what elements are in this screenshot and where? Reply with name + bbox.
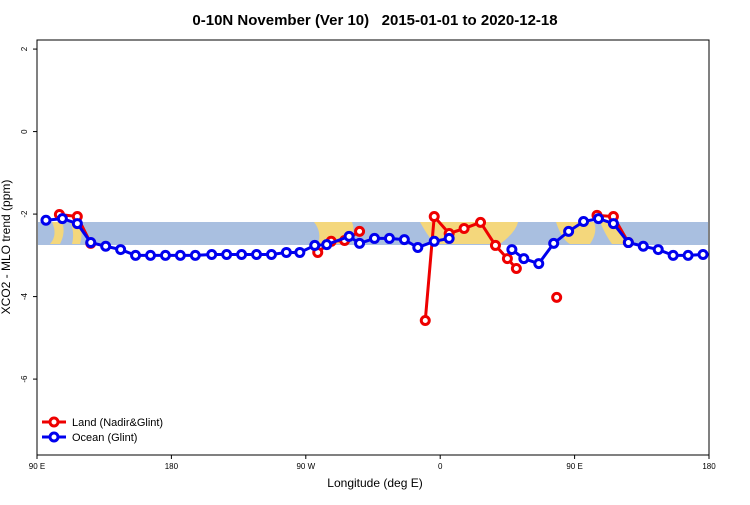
point [652, 244, 664, 256]
point [144, 249, 156, 261]
point [206, 249, 218, 261]
chart-title: 0-10N November (Ver 10) 2015-01-01 to 20… [192, 12, 557, 29]
legend-label: Land (Nadir&Glint) [72, 417, 163, 429]
point [563, 225, 575, 237]
point [280, 246, 292, 258]
point [343, 230, 355, 242]
point [159, 249, 171, 261]
y-tick-label: -2 [20, 210, 29, 218]
point [551, 291, 563, 303]
x-tick-label: 180 [165, 462, 179, 471]
point [236, 249, 248, 261]
point [354, 225, 366, 237]
point [71, 218, 83, 230]
point [412, 242, 424, 253]
point [221, 249, 233, 261]
point [501, 253, 513, 265]
x-tick-label: 90 E [566, 462, 582, 471]
legend-marker [48, 431, 60, 443]
legend-label: Ocean (Glint) [72, 432, 137, 444]
point [578, 216, 590, 228]
point [85, 237, 97, 249]
point [354, 237, 366, 249]
y-axis-label: XCO2 - MLO trend (ppm) [0, 180, 13, 315]
point [697, 249, 709, 261]
point [518, 253, 530, 265]
point [265, 249, 277, 261]
point [428, 211, 440, 223]
point [368, 232, 380, 244]
x-axis-label: Longitude (deg E) [327, 476, 422, 490]
y-tick-label: -4 [20, 292, 29, 300]
point [622, 237, 634, 249]
point [592, 213, 604, 225]
point [548, 237, 560, 249]
x-tick-label: 90 E [29, 462, 45, 471]
y-tick-label: 0 [20, 129, 29, 134]
point [667, 249, 679, 261]
point [607, 218, 619, 230]
point [458, 223, 470, 235]
point [321, 239, 333, 251]
point [115, 244, 127, 256]
x-tick-label: 90 W [296, 462, 315, 471]
point [100, 240, 112, 252]
legend-marker [48, 416, 60, 428]
point [40, 214, 52, 226]
point [398, 234, 410, 246]
x-tick-label: 0 [438, 462, 443, 471]
point [428, 235, 440, 247]
point [309, 239, 321, 251]
point [637, 240, 649, 252]
point [419, 315, 431, 327]
point [510, 263, 522, 275]
point [443, 232, 455, 244]
point [533, 258, 545, 270]
point [475, 216, 487, 228]
point [130, 249, 142, 261]
point [682, 249, 694, 261]
y-tick-label: 2 [20, 46, 29, 51]
point [174, 249, 186, 261]
x-tick-label: 180 [702, 462, 716, 471]
point [56, 213, 68, 225]
point [294, 246, 306, 258]
point [251, 249, 263, 261]
point [383, 232, 395, 244]
plot-frame [36, 39, 710, 456]
point [506, 244, 518, 256]
point [489, 239, 501, 251]
point [189, 249, 201, 261]
y-tick-label: -6 [20, 375, 29, 383]
